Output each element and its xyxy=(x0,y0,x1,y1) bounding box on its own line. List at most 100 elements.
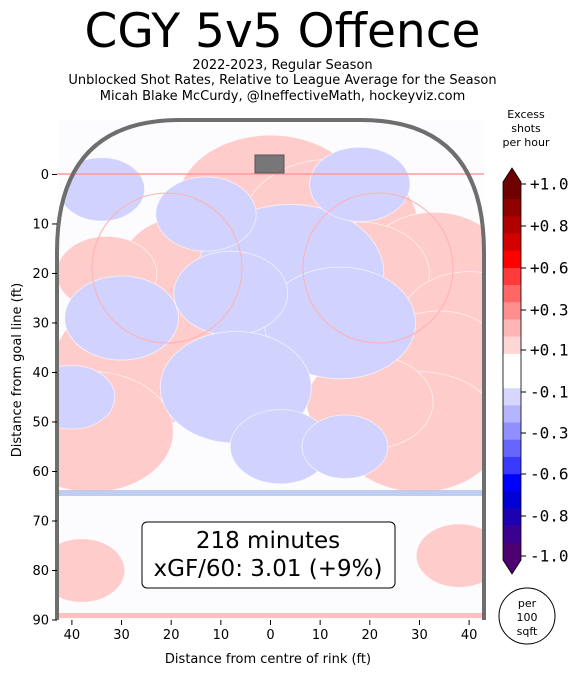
unit-badge-line-1: per xyxy=(518,597,537,610)
shot-deficit-coldspot xyxy=(173,250,289,336)
x-tick-label: 40 xyxy=(461,628,478,643)
xgf-text: xGF/60: 3.01 (+9%) xyxy=(154,556,383,582)
excess-shots-hotspot xyxy=(57,538,126,603)
colorbar-segment xyxy=(503,319,521,337)
colorbar-segment xyxy=(503,422,521,441)
y-tick-label: 70 xyxy=(32,514,49,529)
colorbar-tick-label: -0.3 xyxy=(530,424,569,443)
colorbar-tick-label: -0.1 xyxy=(530,383,569,402)
colorbar-segment xyxy=(503,525,521,544)
contour-level xyxy=(64,275,179,361)
contour-level xyxy=(57,365,116,430)
x-tick-label: 30 xyxy=(411,628,428,643)
colorbar-title-line-2: shots xyxy=(511,122,541,135)
colorbar-segment xyxy=(503,285,521,303)
colorbar-max-arrow xyxy=(503,168,521,182)
contour-level xyxy=(57,538,126,603)
colorbar-tick-label: +0.6 xyxy=(530,259,569,278)
colorbar-tick-label: +0.1 xyxy=(530,341,569,360)
unit-badge-line-3: sqft xyxy=(517,625,538,638)
y-tick-label: 50 xyxy=(32,415,49,430)
rink-boards xyxy=(55,118,486,620)
colorbar-segment xyxy=(503,371,521,389)
colorbar-segment xyxy=(503,508,521,526)
colorbar-segment xyxy=(503,474,521,492)
y-tick-label: 20 xyxy=(32,267,49,282)
y-tick-label: 0 xyxy=(41,168,49,183)
centre-line xyxy=(57,613,484,618)
colorbar-segment xyxy=(503,542,521,561)
shot-deficit-coldspot xyxy=(301,414,389,479)
subtitle-description: Unblocked Shot Rates, Relative to League… xyxy=(68,73,497,88)
colorbar-tick-label: +1.0 xyxy=(530,175,569,194)
colorbar-outline xyxy=(502,167,522,575)
colorbar-segment xyxy=(503,182,521,200)
colorbar-segment xyxy=(503,302,521,320)
faceoff-circle-left xyxy=(91,192,243,344)
shot-deficit-coldspot xyxy=(57,365,116,430)
colorbar-segment xyxy=(503,267,521,286)
unit-badge-line-2: 100 xyxy=(517,611,538,624)
colorbar-tick-label: -0.6 xyxy=(530,465,569,484)
shot-deficit-coldspot xyxy=(155,176,257,252)
contour-level xyxy=(309,146,411,222)
colorbar-segment xyxy=(503,439,521,458)
colorbar-segment xyxy=(503,353,521,372)
subtitle-season: 2022-2023, Regular Season xyxy=(192,58,373,73)
x-tick-label: 10 xyxy=(213,628,230,643)
x-axis-label: Distance from centre of rink (ft) xyxy=(165,652,371,667)
x-tick-label: 30 xyxy=(113,628,130,643)
colorbar-segment xyxy=(503,216,521,234)
shot-deficit-coldspot xyxy=(309,146,411,222)
y-tick-label: 90 xyxy=(32,614,49,629)
faceoff-circle-right xyxy=(302,192,454,344)
shot-deficit-coldspot xyxy=(264,266,416,380)
shot-deficit-coldspot xyxy=(64,275,179,361)
y-tick-label: 80 xyxy=(32,564,49,579)
unit-badge-circle xyxy=(498,587,556,645)
x-axis-ticks: 40 30 20 10 0 10 20 30 40 xyxy=(64,620,478,643)
colorbar: +1.0 +0.8 +0.6 +0.3 +0.1 -0.1 -0.3 -0.6 -0.8 -1.0 xyxy=(502,167,569,575)
colorbar-segment xyxy=(503,233,521,252)
subtitle-author: Micah Blake McCurdy, @IneffectiveMath, h… xyxy=(99,89,466,104)
heatmap-layer xyxy=(57,134,484,603)
colorbar-tick-label: +0.8 xyxy=(530,217,569,236)
x-tick-label: 20 xyxy=(362,628,379,643)
x-tick-label: 20 xyxy=(163,628,180,643)
unit-badge: per 100 sqft xyxy=(498,587,556,645)
colorbar-tick-label: -0.8 xyxy=(530,507,569,526)
y-axis-label: Distance from goal line (ft) xyxy=(10,283,25,457)
colorbar-title-line-3: per hour xyxy=(502,136,550,149)
y-tick-label: 40 xyxy=(32,366,49,381)
annotation-box xyxy=(141,521,396,589)
y-axis-ticks: 0 10 20 30 40 50 60 70 80 90 xyxy=(32,168,57,629)
rink-markings xyxy=(57,173,484,618)
colorbar-segment xyxy=(503,491,521,509)
x-tick-label: 10 xyxy=(312,628,329,643)
contour-level xyxy=(155,176,257,252)
y-tick-label: 30 xyxy=(32,316,49,331)
minutes-text: 218 minutes xyxy=(196,528,340,554)
chart-title: CGY 5v5 Offence xyxy=(84,4,481,59)
x-tick-label: 0 xyxy=(266,628,274,643)
colorbar-segment xyxy=(503,456,521,475)
summary-annotation: 218 minutes xGF/60: 3.01 (+9%) xyxy=(141,521,396,589)
blue-line xyxy=(57,490,484,496)
contour-level xyxy=(173,250,289,336)
colorbar-tick-label: -1.0 xyxy=(530,547,569,566)
goal-net xyxy=(254,154,285,174)
shot-deficit-coldspot xyxy=(229,409,332,485)
colorbar-segment xyxy=(503,405,521,423)
colorbar-segment xyxy=(503,199,521,217)
colorbar-min-arrow xyxy=(503,560,521,574)
y-tick-label: 10 xyxy=(32,217,49,232)
colorbar-tick-label: +0.3 xyxy=(530,301,569,320)
shot-deficit-coldspot xyxy=(159,331,312,444)
colorbar-segment xyxy=(503,250,521,269)
contour-level xyxy=(415,523,484,588)
colorbar-segment xyxy=(503,336,521,355)
y-tick-label: 60 xyxy=(32,465,49,480)
excess-shots-hotspot xyxy=(415,523,484,588)
colorbar-title-line-1: Excess xyxy=(507,108,545,121)
